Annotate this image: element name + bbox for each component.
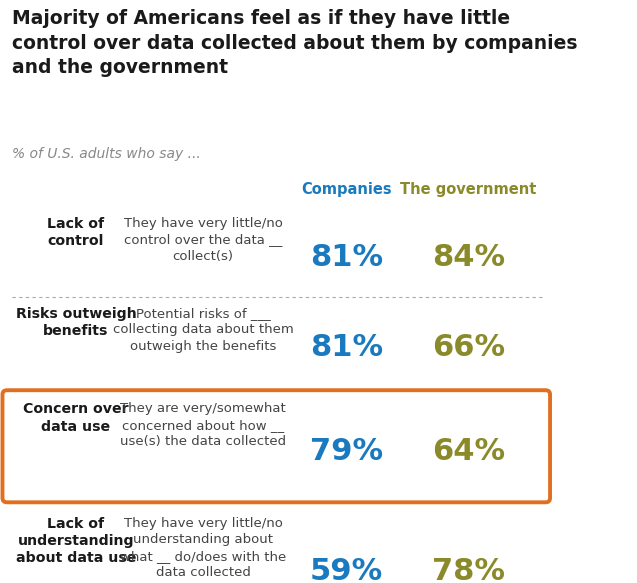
Text: Majority of Americans feel as if they have little
control over data collected ab: Majority of Americans feel as if they ha…: [13, 9, 578, 77]
Text: Concern over
data use: Concern over data use: [23, 402, 129, 434]
Text: Lack of
control: Lack of control: [47, 216, 104, 248]
Text: 78%: 78%: [432, 557, 505, 583]
Text: They have very little/no
understanding about
what __ do/does with the
data colle: They have very little/no understanding a…: [120, 517, 286, 579]
Text: 79%: 79%: [310, 437, 383, 466]
Text: 81%: 81%: [310, 333, 383, 363]
Text: Risks outweigh
benefits: Risks outweigh benefits: [15, 307, 136, 338]
Text: 66%: 66%: [432, 333, 505, 363]
Text: The government: The government: [400, 182, 536, 197]
Text: 81%: 81%: [310, 243, 383, 272]
Text: % of U.S. adults who say ...: % of U.S. adults who say ...: [13, 147, 201, 161]
Text: 64%: 64%: [432, 437, 505, 466]
Text: 59%: 59%: [310, 557, 383, 583]
Text: Companies: Companies: [301, 182, 392, 197]
Text: They are very/somewhat
concerned about how __
use(s) the data collected: They are very/somewhat concerned about h…: [120, 402, 286, 448]
Text: They have very little/no
control over the data __
collect(s): They have very little/no control over th…: [124, 216, 282, 262]
Text: Lack of
understanding
about data use: Lack of understanding about data use: [16, 517, 136, 566]
Text: 84%: 84%: [432, 243, 505, 272]
Text: Potential risks of ___
collecting data about them
outweigh the benefits: Potential risks of ___ collecting data a…: [113, 307, 294, 353]
